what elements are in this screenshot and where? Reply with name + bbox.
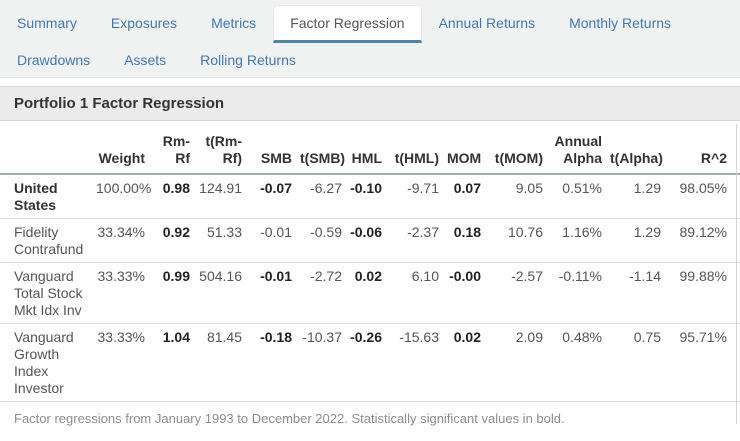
cell-t-smb: -2.72 <box>292 262 342 324</box>
cell-t-alpha: 1.29 <box>602 218 661 263</box>
cell-smb: -0.01 <box>242 262 292 324</box>
column-header-t-hml: t(HML) <box>382 121 439 175</box>
column-header-annual-alpha: Annual Alpha <box>543 121 602 175</box>
cell-t-alpha: -1.14 <box>602 262 661 324</box>
cell-weight: 100.00% <box>88 173 151 219</box>
cell-mom: 0.18 <box>439 218 481 263</box>
cell-smb: -0.01 <box>242 218 292 263</box>
cell-annual-alpha: 0.48% <box>543 323 602 401</box>
cell-t-hml: -2.37 <box>382 218 439 263</box>
column-header-smb: SMB <box>242 121 292 175</box>
column-header-weight: Weight <box>88 121 145 175</box>
column-header-t-rm-rf: t(Rm- Rf) <box>190 121 242 175</box>
tab-annual-returns[interactable]: Annual Returns <box>438 15 536 31</box>
cell-t-rm-rf: 81.45 <box>190 323 242 401</box>
table-row: Vanguard Total Stock Mkt Idx Inv 33.33% … <box>0 262 740 324</box>
panel-title: Portfolio 1 Factor Regression <box>0 86 740 121</box>
footnote: Factor regressions from January 1993 to … <box>0 401 740 435</box>
column-header-t-mom: t(MOM) <box>481 121 543 175</box>
spacer <box>0 78 740 86</box>
cell-mom: -0.00 <box>439 262 481 324</box>
table-row: Fidelity Contrafund 33.34% 0.92 51.33 -0… <box>0 218 740 263</box>
cell-asset-name: Fidelity Contrafund <box>0 218 88 263</box>
cell-t-hml: 6.10 <box>382 262 439 324</box>
cell-t-smb: -10.37 <box>292 323 342 401</box>
tab-drawdowns[interactable]: Drawdowns <box>17 52 91 68</box>
cell-asset-name: United States <box>0 173 88 219</box>
tab-row-1: Summary Exposures Metrics Factor Regression… <box>0 5 740 43</box>
cell-t-mom: 2.09 <box>481 323 543 401</box>
cell-t-rm-rf: 504.16 <box>190 262 242 324</box>
cell-annual-alpha: -0.11% <box>543 262 602 324</box>
cell-t-smb: -6.27 <box>292 173 342 219</box>
column-header-t-alpha: t(Alpha) <box>602 121 663 175</box>
tab-exposures[interactable]: Exposures <box>110 15 178 31</box>
cell-mom: 0.07 <box>439 173 481 219</box>
cell-smb: -0.07 <box>242 173 292 219</box>
cell-t-smb: -0.59 <box>292 218 342 263</box>
cell-weight: 33.34% <box>88 218 145 263</box>
cell-rm-rf: 0.99 <box>145 262 190 324</box>
cell-t-mom: 9.05 <box>481 173 543 219</box>
cell-t-hml: -15.63 <box>382 323 439 401</box>
table-row: Vanguard Growth Index Investor 33.33% 1.… <box>0 323 740 401</box>
cell-r2: 95.71% <box>661 323 740 401</box>
cell-t-alpha: 1.29 <box>602 173 661 219</box>
tab-row-2: Drawdowns Assets Rolling Returns <box>0 43 740 77</box>
cell-rm-rf: 0.98 <box>145 173 190 219</box>
cell-rm-rf: 1.04 <box>145 323 190 401</box>
cell-hml: -0.10 <box>342 173 382 219</box>
table-right-border <box>736 124 737 424</box>
cell-hml: -0.26 <box>342 323 382 401</box>
cell-t-mom: 10.76 <box>481 218 543 263</box>
cell-asset-name: Vanguard Growth Index Investor <box>0 323 88 401</box>
cell-t-rm-rf: 124.91 <box>190 173 242 219</box>
cell-r2: 89.12% <box>661 218 740 263</box>
cell-annual-alpha: 1.16% <box>543 218 602 263</box>
table-row: United States 100.00% 0.98 124.91 -0.07 … <box>0 173 740 219</box>
cell-weight: 33.33% <box>88 323 145 401</box>
tab-factor-regression[interactable]: Factor Regression <box>273 5 422 43</box>
cell-rm-rf: 0.92 <box>145 218 190 263</box>
cell-hml: 0.02 <box>342 262 382 324</box>
column-header-t-smb: t(SMB) <box>292 121 345 175</box>
cell-weight: 33.33% <box>88 262 145 324</box>
cell-mom: 0.02 <box>439 323 481 401</box>
cell-hml: -0.06 <box>342 218 382 263</box>
cell-asset-name: Vanguard Total Stock Mkt Idx Inv <box>0 262 88 324</box>
cell-t-hml: -9.71 <box>382 173 439 219</box>
column-header-hml: HML <box>342 121 382 175</box>
tab-metrics[interactable]: Metrics <box>211 15 257 31</box>
cell-annual-alpha: 0.51% <box>543 173 602 219</box>
cell-smb: -0.18 <box>242 323 292 401</box>
cell-t-alpha: 0.75 <box>602 323 661 401</box>
factor-regression-table: Weight Rm- Rf t(Rm- Rf) SMB t(SMB) HML t(H… <box>0 121 740 401</box>
cell-r2: 99.88% <box>661 262 740 324</box>
column-header-r2: R^2 <box>661 121 740 175</box>
tab-monthly-returns[interactable]: Monthly Returns <box>569 15 672 31</box>
cell-r2: 98.05% <box>661 173 740 219</box>
tab-bar: Summary Exposures Metrics Factor Regression… <box>0 0 740 78</box>
cell-t-mom: -2.57 <box>481 262 543 324</box>
cell-t-rm-rf: 51.33 <box>190 218 242 263</box>
tab-summary[interactable]: Summary <box>17 15 77 31</box>
column-header-rm-rf: Rm- Rf <box>145 121 190 175</box>
column-header-name <box>0 121 88 175</box>
tab-assets[interactable]: Assets <box>124 52 167 68</box>
tab-rolling-returns[interactable]: Rolling Returns <box>200 52 296 68</box>
table-header-row: Weight Rm- Rf t(Rm- Rf) SMB t(SMB) HML t(H… <box>0 121 740 175</box>
column-header-mom: MOM <box>439 121 481 175</box>
